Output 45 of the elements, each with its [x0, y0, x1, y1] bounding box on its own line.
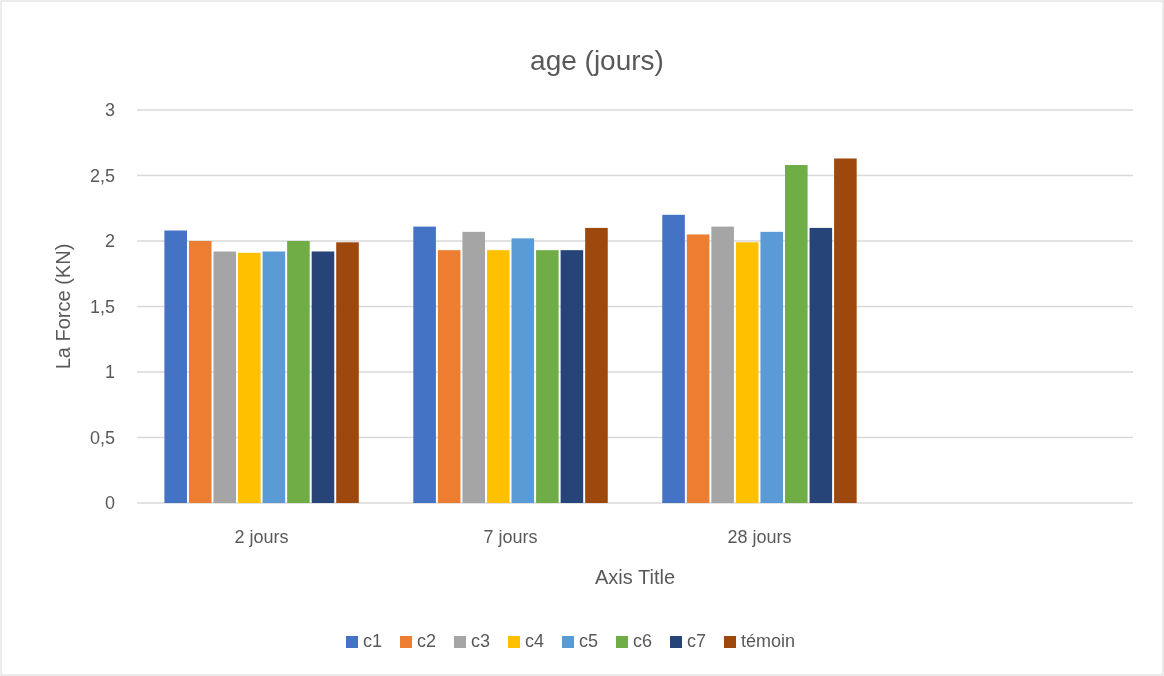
- y-tick-label: 2: [104, 231, 115, 251]
- y-tick-label: 1: [104, 362, 115, 382]
- x-axis-title: Axis Title: [594, 566, 676, 588]
- bar: [238, 252, 261, 503]
- bar: [462, 231, 485, 503]
- bar: [735, 242, 759, 503]
- bar: [560, 250, 584, 503]
- y-axis-title: La Force (KN): [52, 243, 74, 370]
- bar: [336, 242, 359, 503]
- legend-label: c6: [633, 631, 653, 651]
- bar: [511, 238, 535, 503]
- bar: [686, 234, 710, 503]
- bar: [536, 250, 559, 503]
- legend-label: c2: [417, 631, 437, 651]
- y-tick-label: 0,5: [89, 427, 115, 448]
- legend-label: c3: [471, 631, 491, 651]
- x-tick-label: 2 jours: [234, 527, 289, 547]
- bar: [413, 226, 436, 503]
- bar: [164, 230, 187, 503]
- bar: [287, 241, 310, 503]
- x-tick-label: 28 jours: [727, 527, 792, 547]
- bar: [809, 227, 833, 503]
- bar: [711, 226, 734, 503]
- legend-label: c4: [525, 631, 545, 651]
- y-tick-label: 2,5: [89, 165, 115, 186]
- bar: [437, 250, 461, 503]
- bar: [311, 251, 335, 503]
- bar: [213, 251, 237, 503]
- x-tick-label: 7 jours: [483, 527, 538, 547]
- y-tick-label: 3: [104, 100, 115, 120]
- chart-title: age (jours): [530, 45, 664, 76]
- legend-label: c7: [687, 631, 707, 651]
- bar: [834, 158, 857, 503]
- bar: [486, 250, 510, 503]
- y-tick-label: 1,5: [89, 296, 115, 317]
- legend-label: c5: [579, 631, 599, 651]
- bar: [585, 227, 608, 503]
- bar: [662, 214, 685, 503]
- bar: [188, 241, 212, 503]
- bar: [262, 251, 286, 503]
- bar: [785, 165, 808, 503]
- legend-label: c1: [363, 631, 383, 651]
- legend-label: témoin: [741, 631, 796, 651]
- bar: [760, 231, 784, 503]
- y-tick-label: 0: [104, 493, 115, 513]
